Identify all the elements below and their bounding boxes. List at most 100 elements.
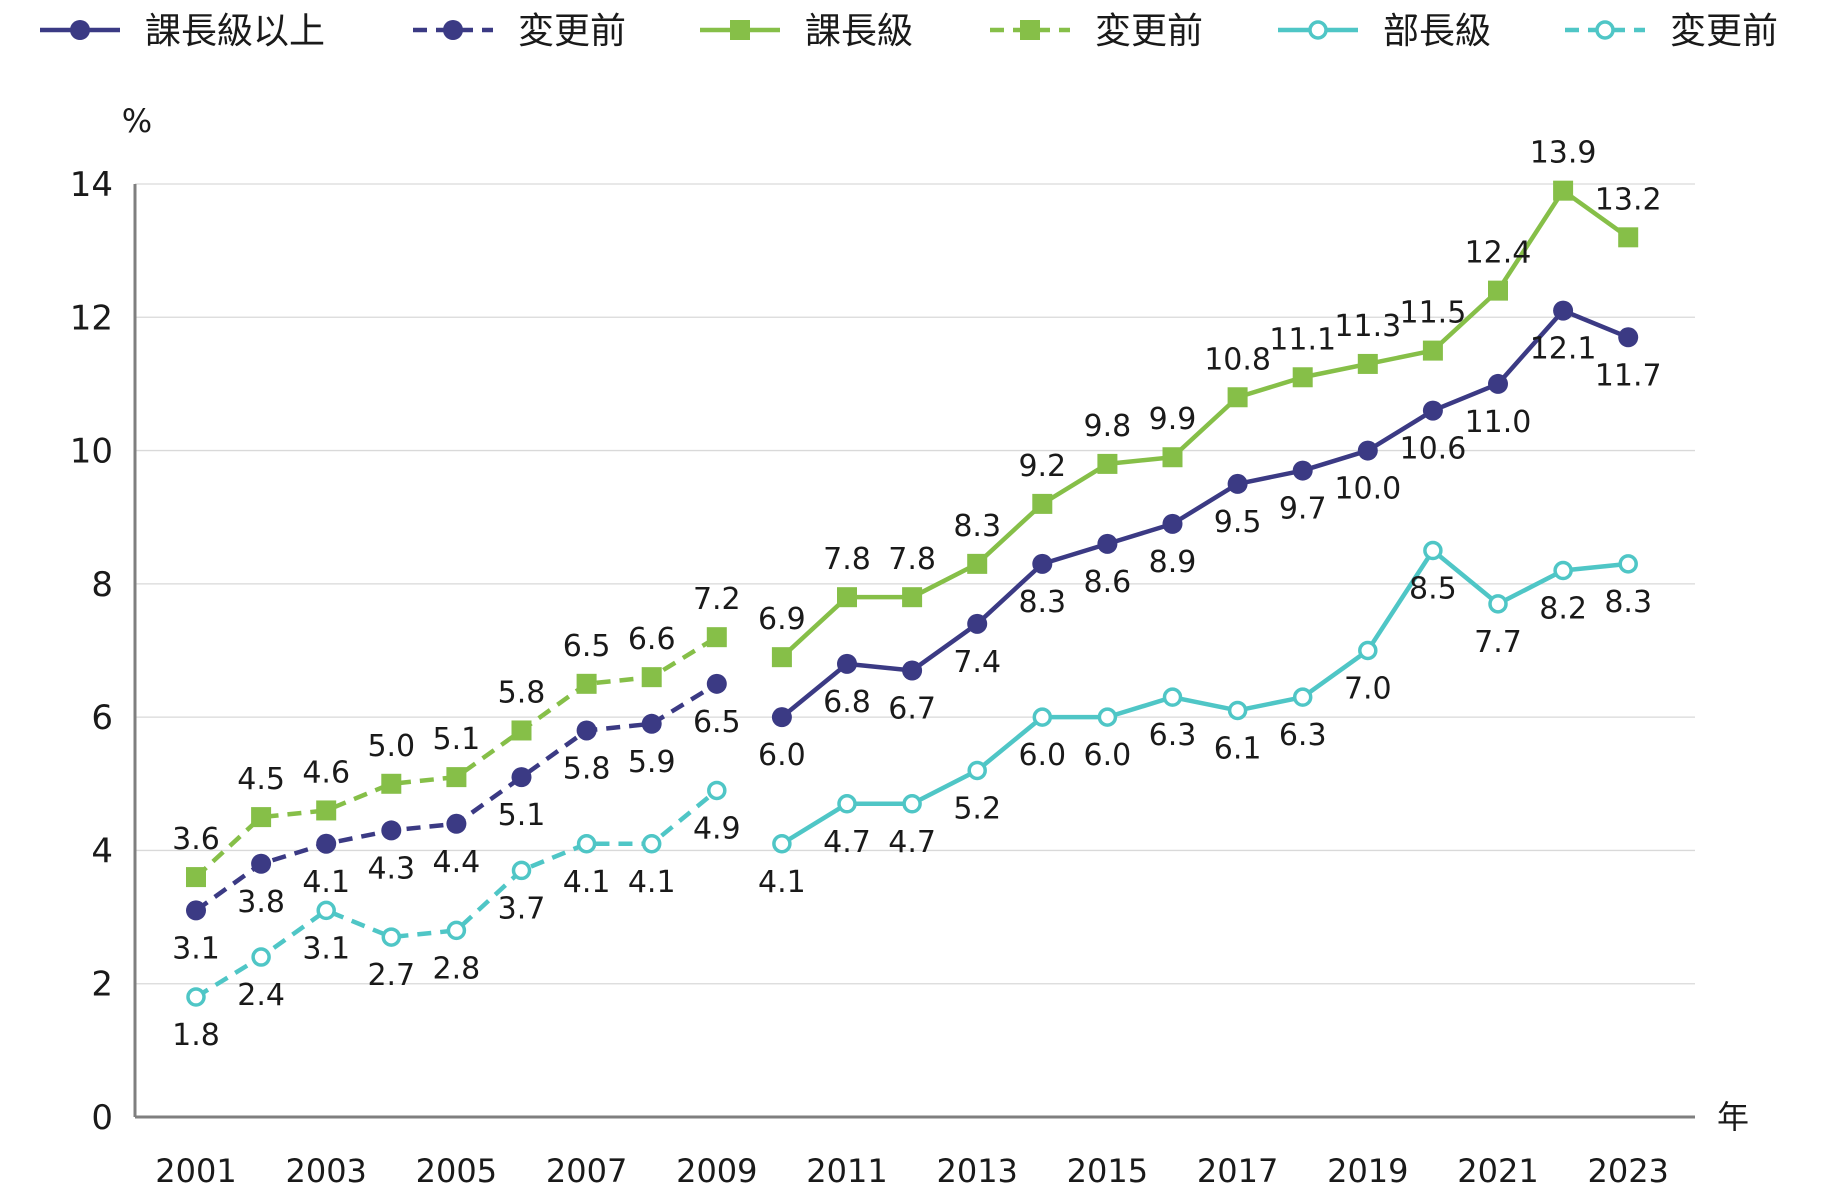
data-label: 2.8: [433, 951, 481, 986]
data-point: [772, 834, 792, 854]
data-point: [1357, 440, 1378, 461]
data-point: [511, 767, 532, 788]
data-point: [316, 833, 337, 854]
x-tick-label: 2003: [285, 1152, 366, 1190]
data-point: [446, 767, 467, 788]
data-label: 6.0: [1084, 738, 1132, 773]
data-point: [641, 834, 662, 854]
data-point: [1488, 280, 1508, 301]
data-label: 6.3: [1279, 718, 1327, 753]
data-point: [316, 900, 336, 921]
data-point: [1032, 493, 1053, 514]
data-label: 3.6: [172, 822, 220, 857]
x-tick-label: 2005: [416, 1152, 497, 1190]
data-label: 8.3: [1018, 585, 1066, 620]
data-point: [186, 900, 206, 921]
legend-label: 部長級: [1383, 11, 1491, 52]
data-label: 4.1: [758, 865, 806, 900]
data-label: 10.6: [1400, 432, 1467, 467]
data-label: 4.4: [433, 845, 481, 880]
data-point: [837, 587, 857, 608]
x-axis-label: 年: [1717, 1098, 1749, 1136]
data-point: [1162, 513, 1183, 534]
data-label: 8.9: [1149, 545, 1197, 580]
legend-item: 部長級: [1278, 11, 1491, 52]
data-point: [1227, 387, 1248, 408]
x-tick-label: 2009: [676, 1152, 757, 1190]
data-point: [1618, 327, 1639, 348]
data-label: 5.8: [563, 751, 611, 786]
x-tick-label: 2019: [1327, 1152, 1408, 1190]
data-label: 11.7: [1595, 358, 1662, 393]
data-label: 3.1: [172, 931, 220, 966]
data-point: [186, 987, 206, 1007]
data-label: 4.1: [628, 865, 676, 900]
data-point: [576, 720, 597, 741]
data-label: 4.1: [302, 865, 350, 900]
data-label: 3.7: [498, 891, 546, 926]
data-label: 9.5: [1214, 505, 1262, 540]
data-point: [902, 794, 922, 814]
data-label: 7.7: [1474, 625, 1522, 660]
data-point: [381, 820, 402, 841]
data-point: [251, 947, 271, 967]
data-label: 6.9: [758, 602, 806, 637]
data-point: [1162, 687, 1183, 707]
data-point: [511, 720, 532, 741]
data-point: [837, 653, 857, 674]
data-point: [641, 713, 662, 734]
data-label: 11.3: [1334, 309, 1401, 344]
legend-label: 変更前: [1670, 11, 1778, 52]
legend-label: 変更前: [1095, 11, 1203, 52]
data-label: 6.1: [1214, 731, 1262, 766]
y-tick-label: 10: [70, 432, 113, 472]
data-label: 6.3: [1149, 718, 1197, 753]
data-point: [1618, 554, 1638, 574]
series-line-0: [780, 308, 1630, 719]
data-point: [837, 794, 857, 814]
data-label: 11.1: [1269, 322, 1336, 357]
data-label: 7.2: [693, 582, 741, 617]
data-point: [1423, 540, 1443, 561]
data-label: 5.1: [498, 798, 546, 833]
y-axis-label: %: [122, 102, 152, 140]
data-label: 1.8: [172, 1018, 220, 1053]
data-label: 6.5: [693, 705, 741, 740]
data-point: [251, 807, 272, 828]
data-label: 6.0: [1018, 738, 1066, 773]
data-label: 7.8: [888, 542, 936, 577]
tick-labels: 0 2 4 6 8 10 12 14 2001 2003 2005 2007 2009 2011 2013 2…: [70, 165, 1669, 1190]
data-point: [186, 867, 206, 888]
data-point: [1292, 460, 1313, 481]
data-label: 6.8: [823, 685, 871, 720]
axes: % 年: [122, 102, 1749, 1136]
data-point: [576, 673, 597, 694]
data-point: [1488, 373, 1508, 394]
data-point: [967, 613, 988, 634]
data-label: 9.8: [1084, 409, 1132, 444]
data-label: 5.8: [498, 675, 546, 710]
data-label: 8.3: [953, 509, 1001, 544]
data-point: [1162, 447, 1183, 468]
legend-marker: [70, 20, 90, 40]
data-point: [967, 553, 988, 574]
data-label: 13.9: [1530, 136, 1597, 171]
data-label: 4.5: [237, 762, 285, 797]
data-point: [381, 773, 402, 794]
y-tick-label: 2: [91, 965, 113, 1005]
legend-marker: [1020, 20, 1040, 40]
data-point: [1097, 453, 1118, 474]
data-label: 9.9: [1149, 402, 1197, 437]
data-label: 3.8: [237, 885, 285, 920]
data-label: 5.1: [433, 722, 481, 757]
data-label: 12.4: [1465, 236, 1532, 271]
data-point: [902, 660, 923, 681]
x-tick-label: 2023: [1587, 1152, 1668, 1190]
legend-marker: [1595, 20, 1615, 40]
x-tick-label: 2017: [1197, 1152, 1278, 1190]
legend: 課長級以上 変更前 課長級 変更前 部長級 変更前: [40, 11, 1778, 52]
data-point: [576, 834, 597, 854]
legend-item: 変更前: [990, 11, 1203, 52]
y-tick-label: 4: [91, 831, 113, 871]
